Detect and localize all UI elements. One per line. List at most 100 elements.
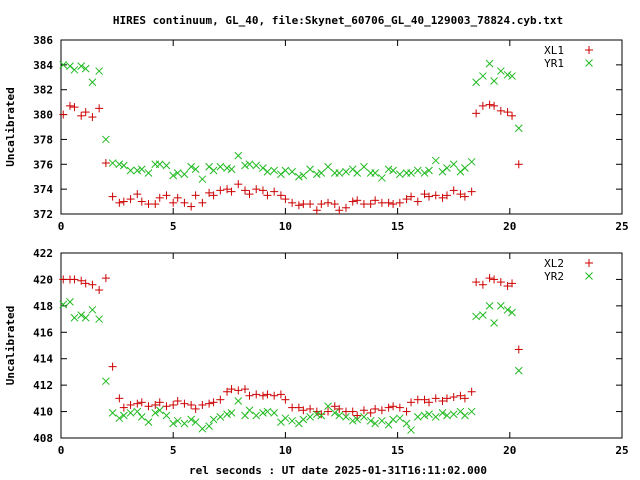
plot-frame <box>60 252 623 439</box>
data-point <box>402 407 411 416</box>
data-point <box>133 407 142 416</box>
x-tick-label: 20 <box>503 220 516 233</box>
data-point <box>472 278 481 287</box>
data-point <box>353 415 362 424</box>
data-point <box>514 366 523 375</box>
data-point <box>467 387 476 396</box>
data-point <box>413 197 422 206</box>
legend-label: XL1 <box>544 44 564 57</box>
data-point <box>389 415 397 424</box>
data-point <box>180 170 189 179</box>
data-point <box>371 419 380 428</box>
data-point <box>263 167 272 176</box>
data-point <box>173 193 182 202</box>
data-point <box>281 395 290 404</box>
data-point <box>295 172 303 181</box>
data-point <box>306 413 314 421</box>
data-point <box>77 276 86 285</box>
data-point <box>460 192 469 201</box>
data-point <box>431 156 440 165</box>
x-tick-label: 10 <box>279 220 292 233</box>
series-yr2 <box>59 298 523 434</box>
data-point <box>360 413 368 421</box>
data-point <box>144 418 153 426</box>
data-point <box>198 424 207 433</box>
data-point <box>503 305 512 314</box>
data-point <box>299 415 308 424</box>
data-point <box>317 410 326 419</box>
data-point <box>456 190 465 199</box>
data-point <box>155 406 164 415</box>
data-point <box>241 385 250 394</box>
data-point <box>438 409 447 417</box>
data-point <box>187 202 196 211</box>
data-point <box>173 416 182 425</box>
data-point <box>115 198 124 207</box>
data-point <box>95 315 104 323</box>
data-point <box>180 399 189 408</box>
data-point <box>144 169 153 177</box>
data-point <box>108 192 117 201</box>
data-point <box>155 398 164 407</box>
data-point <box>252 185 261 194</box>
data-point <box>395 403 404 412</box>
data-point <box>77 311 86 319</box>
data-point <box>281 195 290 204</box>
data-point <box>490 319 498 327</box>
data-point <box>389 200 398 209</box>
data-point <box>395 414 404 423</box>
data-point <box>126 409 135 417</box>
x-tick-label: 5 <box>170 444 177 457</box>
data-point <box>281 166 290 175</box>
data-point <box>425 398 434 407</box>
data-point <box>467 157 476 166</box>
data-point <box>348 407 357 416</box>
data-point <box>81 64 90 73</box>
data-point <box>407 426 415 434</box>
data-point <box>420 411 429 420</box>
data-point <box>384 198 393 207</box>
data-point <box>514 160 523 169</box>
data-point <box>312 410 321 419</box>
data-point <box>449 186 458 195</box>
data-point <box>438 397 447 405</box>
data-point <box>467 187 476 196</box>
data-point <box>126 400 135 409</box>
data-point <box>508 279 517 288</box>
data-point <box>407 192 416 201</box>
data-point <box>88 78 97 87</box>
data-point <box>348 416 357 425</box>
data-point <box>485 100 494 109</box>
data-point <box>101 159 110 168</box>
data-point <box>162 411 171 420</box>
plot-frame <box>60 39 623 215</box>
data-point <box>241 411 249 420</box>
data-point <box>503 70 512 79</box>
y-tick-label: 416 <box>33 326 53 339</box>
data-point <box>413 413 422 421</box>
data-point <box>306 200 315 209</box>
data-point <box>485 59 494 68</box>
legend-label: YR2 <box>544 270 564 283</box>
data-point <box>70 313 79 322</box>
data-point <box>395 170 404 179</box>
data-point <box>456 167 465 176</box>
legend-label: XL2 <box>544 257 564 270</box>
data-point <box>259 409 267 417</box>
data-point <box>101 274 110 283</box>
data-point <box>348 197 357 206</box>
data-point <box>245 406 254 415</box>
data-point <box>270 187 279 196</box>
data-point <box>173 169 182 177</box>
y-tick-label: 374 <box>33 183 53 196</box>
data-point <box>162 402 171 411</box>
data-point <box>377 198 386 207</box>
data-point <box>478 101 487 110</box>
legend-marker <box>585 259 593 267</box>
data-point <box>360 162 368 171</box>
data-point <box>115 394 124 403</box>
data-point <box>442 394 451 403</box>
data-point <box>366 408 375 417</box>
bottom-plot-panel: 408 410 412 414 416 418 420 422 0 5 10 15 20 25 Uncali… <box>4 247 629 457</box>
y-axis-label: Uncalibrated <box>4 87 17 166</box>
